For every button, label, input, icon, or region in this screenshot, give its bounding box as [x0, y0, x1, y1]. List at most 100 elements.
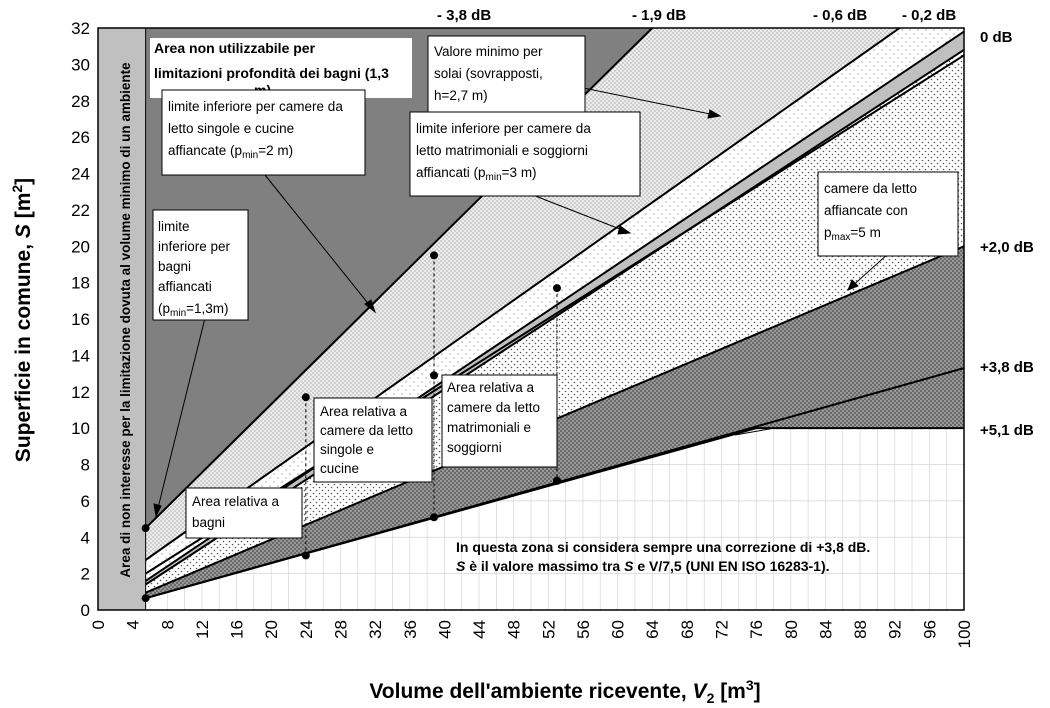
y-tick-label: 2: [81, 565, 90, 584]
arrow-plus51: [734, 427, 776, 436]
x-tick-label: 68: [678, 620, 697, 639]
y-tick-label: 0: [81, 601, 90, 620]
annotation-note: In questa zona si considera sempre una c…: [456, 539, 870, 574]
y-tick-label: 26: [71, 128, 90, 147]
marker-point: [141, 594, 150, 603]
x-tick-label: 20: [262, 620, 281, 639]
x-tick-label: 92: [886, 620, 905, 639]
arrow-bath: [155, 317, 206, 517]
double-bed-line-3: affiancati (pmin=3 m): [416, 165, 537, 183]
x-tick-label: 52: [539, 620, 558, 639]
correction-label: 0 dB: [980, 29, 1013, 46]
double-bed-line-2: letto matrimoniali e soggiorni: [416, 143, 588, 158]
y-tick-label: 20: [71, 237, 90, 256]
x-tick-label: 40: [435, 620, 454, 639]
marker-point: [301, 393, 310, 402]
y-tick-label: 16: [71, 310, 90, 329]
annotation-min-floor: Valore minimo per solai (sovrapposti, h=…: [427, 35, 586, 113]
x-tick-label: 64: [643, 620, 662, 639]
non-usable-line-2: limitazioni profondità dei bagni (1,3: [154, 65, 389, 81]
markers: [141, 251, 561, 603]
correction-label: +5,1 dB: [980, 422, 1034, 439]
correction-label: +3,8 dB: [980, 359, 1034, 376]
min-floor-line-1: Valore minimo per: [434, 44, 543, 59]
correction-label: - 0,6 dB: [813, 7, 867, 24]
min-floor-line-2: solai (sovrapposti,: [434, 66, 543, 81]
area-single-line-2: camere da letto: [320, 423, 413, 438]
x-tick-label: 12: [193, 620, 212, 639]
annotation-double-bed: limite inferiore per camere da letto mat…: [409, 111, 641, 197]
y-tick-label: 8: [81, 456, 90, 475]
arrow-head-bath: [153, 503, 162, 518]
y-tick-label: 32: [71, 19, 90, 38]
area-double-line-1: Area relativa a: [447, 380, 535, 395]
marker-point: [141, 524, 150, 533]
bed-max-line-2: affiancate con: [824, 203, 908, 218]
annotation-single-bed: limite inferiore per camere da letto sin…: [161, 89, 366, 176]
bed-max-line-3: pmax=5 m: [824, 225, 881, 243]
y-tick-label: 6: [81, 492, 90, 511]
x-tick-label: 24: [297, 620, 316, 639]
area-double-line-2: camere da letto: [447, 400, 540, 415]
bath-lower-line-1: limite: [158, 219, 190, 234]
area-single-line-4: cucine: [320, 461, 359, 476]
x-tick-label: 32: [366, 620, 385, 639]
arrow-head-min-floor: [707, 109, 722, 119]
annotation-area-single: Area relativa a camere da letto singole …: [313, 397, 433, 483]
correction-label: - 0,2 dB: [902, 7, 956, 24]
min-floor-line-3: h=2,7 m): [434, 88, 488, 103]
area-double-line-4: soggiorni: [447, 440, 502, 455]
marker-point: [552, 476, 561, 485]
x-tick-label: 0: [89, 620, 108, 629]
marker-point: [552, 284, 561, 293]
area-single-line-1: Area relativa a: [320, 404, 408, 419]
excluded-band-rect: [97, 27, 147, 611]
marker-point: [430, 513, 439, 522]
marker-point: [430, 371, 439, 380]
area-bath-line-2: bagni: [192, 515, 225, 530]
non-usable-line-1: Area non utilizzabile per: [154, 40, 316, 56]
correction-line: [145, 54, 964, 575]
x-tick-label: 4: [124, 620, 143, 629]
correction-line: [145, 28, 902, 561]
bath-lower-line-5: (pmin=1,3m): [158, 301, 229, 319]
correction-line: [145, 427, 964, 600]
area-bath-line-1: Area relativa a: [192, 494, 280, 509]
arrow-double-bed: [519, 189, 631, 234]
annotation-area-double: Area relativa a camere da letto matrimon…: [441, 374, 558, 468]
note-line-1: In questa zona si considera sempre una c…: [456, 539, 870, 555]
y-tick-label: 28: [71, 92, 90, 111]
x-tick-label: 76: [747, 620, 766, 639]
x-tick-label: 8: [158, 620, 177, 629]
arrow-head-bed-max: [847, 279, 859, 291]
x-tick-label: 100: [955, 620, 974, 648]
x-tick-labels: 0 4 8 12 16 20 24 28 32 36 40 44 48 52 56 60 64 68 72 76 80 8…: [89, 620, 974, 648]
x-tick-label: 48: [505, 620, 524, 639]
x-tick-label: 44: [470, 620, 489, 639]
note-line-2: S è il valore massimo tra S e V/7,5 (UNI…: [456, 558, 830, 574]
arrow-single-bed: [264, 174, 376, 313]
correction-label: +2,0 dB: [980, 239, 1034, 256]
correction-labels: - 3,8 dB - 1,9 dB - 0,6 dB - 0,2 dB 0 dB +2,0…: [437, 7, 1034, 439]
annotation-bed-max: camere da letto affiancate con pmax=5 m: [817, 171, 959, 257]
plot-frame: [97, 27, 965, 611]
bed-max-line-1: camere da letto: [824, 181, 917, 196]
x-tick-label: 80: [782, 620, 801, 639]
x-axis-title: Volume dell'ambiente ricevente, V2 [m3]: [369, 677, 760, 706]
x-tick-label: 56: [574, 620, 593, 639]
double-bed-line-1: limite inferiore per camere da: [416, 121, 591, 136]
single-bed-line-3: affiancate (pmin=2 m): [168, 143, 293, 161]
y-tick-label: 10: [71, 419, 90, 438]
correction-label: - 3,8 dB: [437, 7, 491, 24]
single-bed-line-1: limite inferiore per camere da: [168, 99, 343, 114]
x-tick-label: 28: [331, 620, 350, 639]
y-tick-label: 12: [71, 383, 90, 402]
excluded-band-label: Area di non interesse per la limitazione…: [118, 62, 133, 578]
bath-lower-line-3: bagni: [158, 259, 191, 274]
y-axis-title: Superficie in comune, S [m2]: [9, 178, 35, 462]
y-tick-label: 22: [71, 201, 90, 220]
arrow-head-single-bed: [364, 299, 377, 314]
bath-lower-line-2: inferiore per: [158, 239, 231, 254]
